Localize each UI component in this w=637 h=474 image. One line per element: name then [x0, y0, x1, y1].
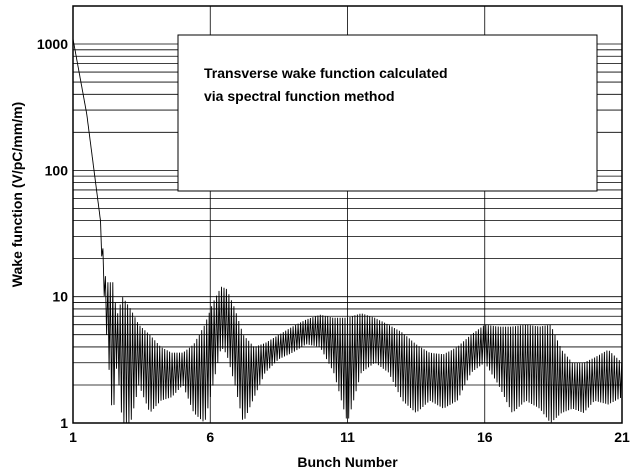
x-tick-label: 1: [69, 429, 77, 445]
y-tick-label: 1000: [37, 36, 68, 52]
plot-frame: [72, 5, 623, 424]
y-axis-title: Wake function (V/pC/mm/m): [9, 102, 25, 287]
series-wake: [72, 38, 623, 424]
annotation-rect: [177, 34, 598, 192]
x-tick-label: 16: [477, 429, 493, 445]
annotation-line-1: Transverse wake function calculated: [204, 65, 448, 81]
annotation-box: Transverse wake function calculated via …: [177, 34, 598, 192]
annotation-line-2: via spectral function method: [204, 88, 395, 104]
wake-function-line: [72, 38, 623, 424]
x-tick-label: 11: [340, 429, 355, 445]
x-tick-label: 6: [206, 429, 214, 445]
y-tick-label: 10: [52, 289, 68, 305]
y-tick-label: 100: [45, 162, 69, 178]
x-axis-title: Bunch Number: [297, 454, 398, 470]
x-tick-label: 21: [614, 429, 630, 445]
y-tick-label: 1: [60, 415, 68, 431]
